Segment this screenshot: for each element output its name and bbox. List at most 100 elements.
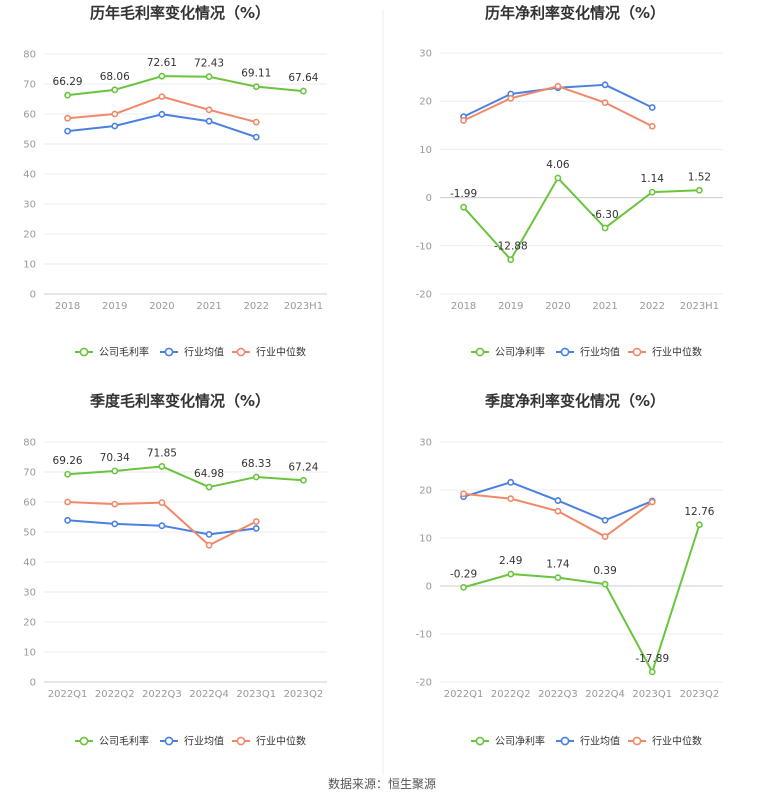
y-tick-label: -20: [416, 290, 432, 301]
data-point-industry_avg: [111, 122, 119, 130]
x-tick-label: 2020: [545, 301, 570, 312]
series-line-company: [463, 524, 701, 673]
data-label: 12.76: [684, 506, 714, 518]
y-tick-label: 20: [23, 230, 36, 241]
data-point-company: [507, 256, 515, 264]
data-point-industry_median: [507, 495, 515, 503]
legend-marker: [79, 736, 89, 746]
chart-title: 季度毛利率变化情况（%）: [90, 392, 270, 410]
y-tick-label: -10: [416, 630, 432, 641]
legend-item-company: 公司净利率: [471, 346, 545, 359]
data-label: -0.29: [450, 568, 477, 580]
y-tick-label: 30: [419, 49, 432, 60]
data-point-company: [64, 91, 71, 99]
data-label: 1.14: [641, 173, 665, 185]
x-tick-label: 2023H1: [680, 301, 719, 312]
data-point-industry_median: [64, 498, 71, 506]
data-point-industry_median: [648, 498, 656, 506]
legend-label: 公司毛利率: [99, 735, 149, 748]
data-label: 67.64: [288, 72, 318, 84]
data-label: 1.52: [688, 171, 711, 183]
chart-title: 季度净利率变化情况（%）: [485, 392, 665, 410]
data-point-industry_avg: [601, 81, 609, 89]
data-label: 4.06: [546, 159, 570, 171]
y-tick-label: 10: [419, 534, 432, 545]
data-label: -1.99: [450, 188, 477, 200]
x-tick-label: 2022Q3: [142, 689, 182, 700]
data-label: 66.29: [53, 76, 83, 88]
data-point-industry_avg: [158, 110, 166, 118]
data-point-company: [158, 463, 166, 470]
chart-title: 历年净利率变化情况（%）: [485, 4, 665, 22]
legend-label: 行业中位数: [256, 735, 306, 748]
y-tick-label: 40: [23, 170, 36, 181]
legend-marker: [164, 736, 174, 746]
chart-4: 季度净利率变化情况（%） -20 -10 0 10 20 30 2022Q1 2022Q2 202…: [416, 392, 723, 748]
data-point-company: [648, 188, 656, 196]
x-tick-label: 2022Q4: [585, 689, 625, 700]
x-tick-label: 2021: [196, 301, 221, 312]
data-point-company: [696, 186, 703, 194]
series-line-company: [67, 75, 304, 97]
legend-marker: [632, 347, 642, 357]
data-point-company: [252, 473, 260, 481]
x-tick-label: 2019: [102, 301, 127, 312]
data-point-company: [205, 73, 213, 81]
y-tick-label: 0: [426, 193, 432, 204]
legend-label: 公司毛利率: [99, 346, 149, 359]
data-point-industry_avg: [205, 531, 213, 538]
data-label: 68.06: [100, 71, 130, 83]
legend-label: 行业均值: [184, 346, 224, 359]
y-tick-label: 10: [23, 260, 36, 271]
data-point-company: [252, 83, 260, 91]
chart-2: 历年净利率变化情况（%） -20 -10 0 10 20 30 2018 2019 2020 202…: [416, 4, 723, 359]
y-tick-label: 80: [23, 50, 36, 61]
data-label: -6.30: [591, 209, 618, 221]
data-point-industry_avg: [158, 522, 166, 530]
data-point-company: [111, 86, 119, 94]
legend-item-company: 公司毛利率: [75, 735, 149, 748]
data-point-industry_median: [158, 93, 166, 100]
x-tick-label: 2022Q1: [48, 689, 88, 700]
legend-marker: [560, 347, 570, 357]
y-tick-label: 30: [23, 588, 36, 599]
legend-label: 行业中位数: [652, 346, 702, 359]
y-tick-label: 0: [426, 582, 432, 593]
data-point-industry_avg: [601, 516, 609, 524]
data-label: 72.61: [147, 57, 177, 69]
x-tick-label: 2023Q2: [680, 689, 720, 700]
legend-item-industry_median: 行业中位数: [628, 346, 702, 359]
series-line-industry_median: [67, 95, 257, 124]
legend-marker: [236, 736, 246, 746]
data-label: -17.89: [635, 653, 669, 665]
data-label: 69.11: [241, 68, 271, 80]
x-tick-label: 2023H1: [284, 301, 323, 312]
legend-label: 行业中位数: [256, 346, 306, 359]
legend-label: 行业均值: [184, 735, 224, 748]
x-tick-label: 2022Q2: [95, 689, 135, 700]
data-point-industry_median: [554, 507, 562, 515]
data-label: 68.33: [241, 458, 271, 470]
series-line-company: [462, 177, 700, 261]
data-point-company: [300, 87, 307, 95]
data-label: 67.24: [288, 461, 318, 473]
data-point-industry_avg: [64, 516, 71, 524]
legend-item-industry_avg: 行业均值: [556, 346, 620, 359]
legend-label: 行业中位数: [652, 735, 702, 748]
data-label: 70.34: [100, 452, 130, 464]
legend-marker: [475, 736, 485, 746]
data-point-industry_median: [205, 106, 213, 114]
legend-item-industry_avg: 行业均值: [160, 735, 224, 748]
data-point-industry_avg: [554, 497, 562, 504]
data-point-industry_median: [64, 114, 71, 122]
x-tick-label: 2022Q1: [444, 689, 484, 700]
data-point-industry_median: [111, 500, 119, 508]
series-line-industry_median: [463, 85, 653, 128]
x-tick-label: 2018: [451, 301, 476, 312]
y-tick-label: 20: [23, 618, 36, 629]
y-tick-label: 40: [23, 558, 36, 569]
legend-item-industry_median: 行业中位数: [232, 346, 306, 359]
data-point-company: [460, 583, 467, 591]
data-label: 64.98: [194, 468, 224, 480]
data-point-industry_median: [601, 99, 609, 107]
